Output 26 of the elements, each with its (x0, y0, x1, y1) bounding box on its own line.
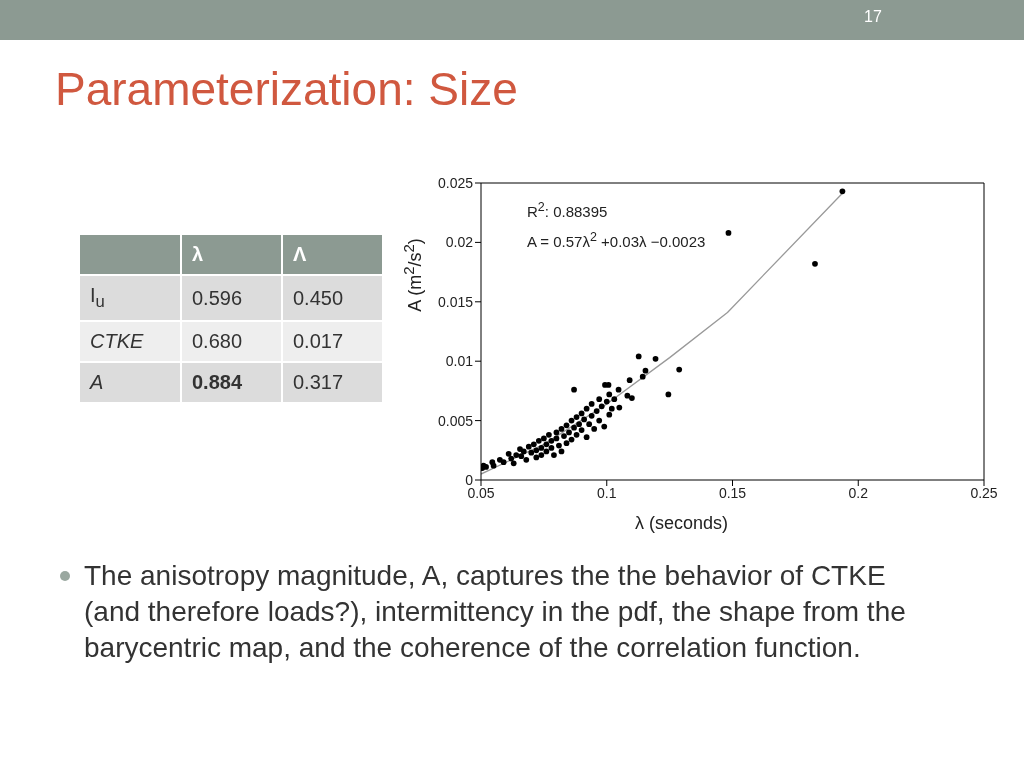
text: 0.017 (293, 330, 344, 352)
annotation: R$^{2}$: 0.88395 (527, 200, 608, 220)
category-label: A (90, 371, 104, 393)
text: 0.884 (192, 371, 243, 393)
text: The anisotropy magnitude, A, captures the the behavior of CTKE (and therefore loads?), intermittency in the pdf, the shape from the barycentric map, and the coherence of the correlation function. (84, 560, 906, 663)
category-label: Λ (293, 243, 307, 265)
text: 0.450 (293, 286, 344, 309)
text: 0.596 (192, 286, 243, 309)
text: 17 (864, 8, 882, 25)
y-tick-label: 0.01 (445, 353, 474, 370)
chart-title: Parameterization: Size (55, 63, 518, 115)
x-tick-label: 0.1 (597, 484, 617, 501)
x-tick-label: 0.25 (970, 484, 998, 501)
category-label: CTKE (90, 330, 144, 352)
text: 0.680 (192, 330, 243, 352)
text: 0.317 (293, 371, 344, 393)
y-tick-label: 0.025 (437, 174, 474, 191)
x-tick-label: 0.2 (848, 484, 869, 501)
y-tick-label: 0.02 (445, 234, 474, 251)
annotation: A = 0.57λ$^{2}$ +0.03λ −0.0023 (527, 230, 706, 250)
category-label: λ (192, 243, 204, 265)
x-tick-label: 0.15 (718, 484, 747, 501)
y-tick-label: 0.015 (437, 293, 474, 310)
y-tick-label: 0.005 (437, 412, 474, 429)
category-label: I$_{u}$ (90, 284, 105, 311)
x-axis-title: λ (seconds) (635, 513, 729, 533)
